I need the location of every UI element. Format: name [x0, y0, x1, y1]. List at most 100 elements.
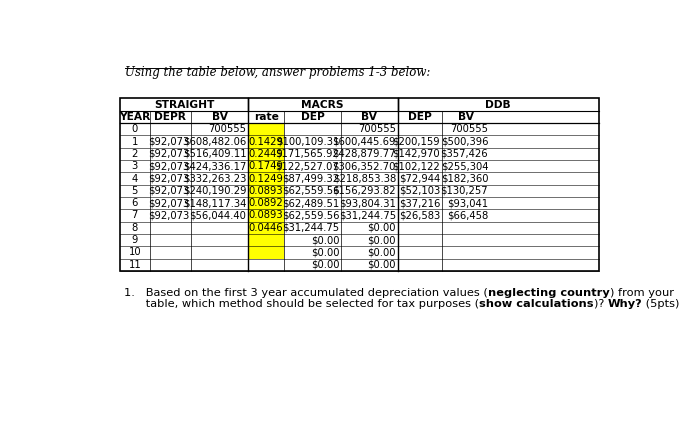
Text: 0.0893: 0.0893: [248, 211, 284, 220]
Text: $428,879.77: $428,879.77: [332, 149, 396, 159]
Text: 1.   Based on the first 3 year accumulated depreciation values (: 1. Based on the first 3 year accumulated…: [124, 288, 488, 298]
Text: 6: 6: [132, 198, 138, 208]
Bar: [248, 135, 284, 148]
Text: $122,527.07: $122,527.07: [276, 161, 340, 171]
Text: 0.1429: 0.1429: [248, 137, 284, 146]
Text: $357,426: $357,426: [440, 149, 488, 159]
Text: 2: 2: [132, 149, 138, 159]
Text: 4: 4: [132, 173, 138, 184]
Text: $26,583: $26,583: [399, 211, 440, 220]
Text: $500,396: $500,396: [441, 137, 488, 146]
Text: $100,109.31: $100,109.31: [276, 137, 340, 146]
Text: $66,458: $66,458: [447, 211, 488, 220]
Text: 7: 7: [132, 211, 138, 220]
Text: 0.0446: 0.0446: [248, 223, 284, 233]
Text: $200,159: $200,159: [393, 137, 440, 146]
Text: $255,304: $255,304: [441, 161, 488, 171]
Text: $171,565.92: $171,565.92: [276, 149, 340, 159]
Bar: [248, 246, 284, 258]
Text: 700555: 700555: [450, 124, 488, 134]
Text: BV: BV: [458, 112, 474, 122]
Text: $600,445.69: $600,445.69: [332, 137, 396, 146]
Text: 5: 5: [132, 186, 138, 196]
Text: BV: BV: [361, 112, 377, 122]
Text: $182,360: $182,360: [441, 173, 488, 184]
Text: $156,293.82: $156,293.82: [332, 186, 396, 196]
Bar: [248, 197, 284, 209]
Text: 700555: 700555: [209, 124, 246, 134]
Text: YEAR: YEAR: [119, 112, 150, 122]
Text: $0.00: $0.00: [368, 223, 396, 233]
Bar: [120, 99, 599, 271]
Text: $56,044.40: $56,044.40: [190, 211, 246, 220]
Text: 0.0892: 0.0892: [248, 198, 284, 208]
Text: 10: 10: [129, 247, 141, 258]
Text: $93,041: $93,041: [447, 198, 488, 208]
Text: 0: 0: [132, 124, 138, 134]
Text: ) from your: ) from your: [610, 288, 673, 298]
Text: $102,122: $102,122: [393, 161, 440, 171]
Text: $516,409.11: $516,409.11: [183, 149, 246, 159]
Text: $332,263.23: $332,263.23: [183, 173, 246, 184]
Text: $218,853.38: $218,853.38: [332, 173, 396, 184]
Text: $31,244.75: $31,244.75: [282, 223, 340, 233]
Text: $130,257: $130,257: [440, 186, 488, 196]
Text: $0.00: $0.00: [311, 235, 340, 245]
Text: 3: 3: [132, 161, 138, 171]
Text: 1: 1: [132, 137, 138, 146]
Text: $0.00: $0.00: [368, 247, 396, 258]
Text: $92,073: $92,073: [148, 137, 190, 146]
Bar: [248, 123, 284, 135]
Text: $72,944: $72,944: [399, 173, 440, 184]
Text: DEP: DEP: [407, 112, 431, 122]
Text: 11: 11: [128, 260, 141, 270]
Text: $62,489.51: $62,489.51: [282, 198, 340, 208]
Text: show calculations: show calculations: [479, 299, 594, 309]
Text: )?: )?: [594, 299, 608, 309]
Text: $0.00: $0.00: [368, 260, 396, 270]
Bar: [248, 222, 284, 234]
Text: $306,352.70: $306,352.70: [332, 161, 396, 171]
Text: 0.1249: 0.1249: [248, 173, 284, 184]
Text: 8: 8: [132, 223, 138, 233]
Bar: [248, 172, 284, 185]
Text: BV: BV: [211, 112, 228, 122]
Text: neglecting country: neglecting country: [488, 288, 610, 298]
Text: $148,117.34: $148,117.34: [183, 198, 246, 208]
Text: rate: rate: [253, 112, 279, 122]
Text: $92,073: $92,073: [148, 149, 190, 159]
Bar: [248, 234, 284, 246]
Text: 700555: 700555: [358, 124, 396, 134]
Text: 0.0893: 0.0893: [248, 186, 284, 196]
Text: $37,216: $37,216: [399, 198, 440, 208]
Text: $240,190.29: $240,190.29: [183, 186, 246, 196]
Text: $52,103: $52,103: [399, 186, 440, 196]
Text: MACRS: MACRS: [302, 99, 344, 110]
Text: $62,559.56: $62,559.56: [282, 186, 340, 196]
Text: $0.00: $0.00: [368, 235, 396, 245]
Text: $92,073: $92,073: [148, 186, 190, 196]
Text: $92,073: $92,073: [148, 173, 190, 184]
Text: table, which method should be selected for tax purposes (: table, which method should be selected f…: [124, 299, 479, 309]
Text: $424,336.17: $424,336.17: [183, 161, 246, 171]
Text: 9: 9: [132, 235, 138, 245]
Text: STRAIGHT: STRAIGHT: [154, 99, 214, 110]
Text: $142,970: $142,970: [393, 149, 440, 159]
Text: $92,073: $92,073: [148, 211, 190, 220]
Text: $92,073: $92,073: [148, 161, 190, 171]
Text: $0.00: $0.00: [311, 247, 340, 258]
Text: Using the table below, answer problems 1-3 below:: Using the table below, answer problems 1…: [125, 66, 430, 79]
Bar: [248, 148, 284, 160]
Text: DEP: DEP: [301, 112, 325, 122]
Text: Why?: Why?: [608, 299, 642, 309]
Bar: [248, 160, 284, 172]
Text: $87,499.32: $87,499.32: [282, 173, 340, 184]
Bar: [248, 185, 284, 197]
Text: DEPR: DEPR: [155, 112, 186, 122]
Text: $0.00: $0.00: [311, 260, 340, 270]
Text: (5pts): (5pts): [642, 299, 680, 309]
Text: $62,559.56: $62,559.56: [282, 211, 340, 220]
Text: DDB: DDB: [485, 99, 511, 110]
Text: $608,482.06: $608,482.06: [183, 137, 246, 146]
Text: $92,073: $92,073: [148, 198, 190, 208]
